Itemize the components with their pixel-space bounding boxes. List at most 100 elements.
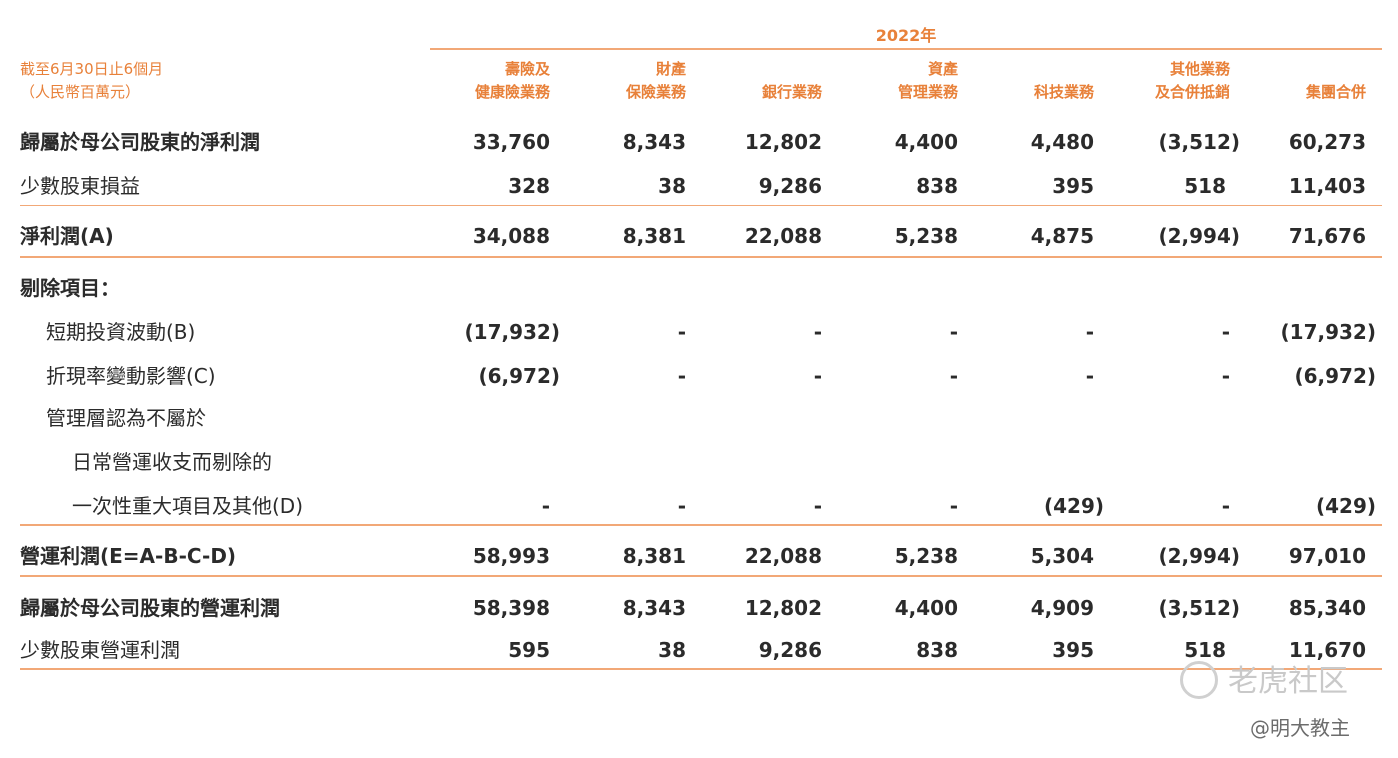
column-header-group-consolidated: 集團合併	[1305, 83, 1366, 101]
cell-value: -	[1221, 364, 1230, 388]
row-label: 歸屬於母公司股東的淨利潤	[20, 130, 260, 154]
period-caption: 截至6月30日止6個月 （人民幣百萬元）	[20, 58, 163, 104]
cell-value: (3,512)	[1158, 596, 1240, 620]
cell-value: 9,286	[758, 174, 822, 198]
cell-value: -	[949, 320, 958, 344]
cell-value: 8,343	[622, 130, 686, 154]
cell-value: 33,760	[472, 130, 550, 154]
cell-value: -	[677, 494, 686, 518]
column-header-property-insurance: 財產 保險業務	[625, 60, 686, 101]
cell-value: (3,512)	[1158, 130, 1240, 154]
row-label: 少數股東營運利潤	[20, 638, 180, 662]
column-header-banking: 銀行業務	[761, 83, 822, 101]
cell-value: 22,088	[744, 544, 822, 568]
cell-value: 58,398	[472, 596, 550, 620]
cell-value: (17,932)	[464, 320, 560, 344]
cell-value: -	[949, 494, 958, 518]
table-bottom-rule	[20, 668, 1382, 670]
cell-value: 22,088	[744, 224, 822, 248]
cell-value: 5,238	[894, 224, 958, 248]
cell-value: 838	[916, 174, 958, 198]
cell-value: 595	[508, 638, 550, 662]
year-header-rule	[430, 48, 1382, 50]
cell-value: -	[677, 364, 686, 388]
table-row: 少數股東損益 328 38 9,286 838 395 518 11,403	[0, 164, 1398, 208]
cell-value: (2,994)	[1158, 224, 1240, 248]
period-line-1: 截至6月30日止6個月	[20, 60, 164, 78]
cell-value: 4,909	[1030, 596, 1094, 620]
row-divider	[20, 256, 1382, 258]
cell-value: -	[813, 320, 822, 344]
row-label: 歸屬於母公司股東的營運利潤	[20, 596, 280, 620]
table-row: 一次性重大項目及其他(D) - - - - (429) - (429)	[0, 484, 1398, 528]
tiger-logo-icon	[1180, 660, 1218, 699]
cell-value: -	[1085, 320, 1094, 344]
cell-value: 4,400	[894, 596, 958, 620]
cell-value: (2,994)	[1158, 544, 1240, 568]
cell-value: 4,400	[894, 130, 958, 154]
row-label: 淨利潤(A)	[20, 224, 114, 248]
cell-value: -	[541, 494, 550, 518]
period-line-2: （人民幣百萬元）	[20, 83, 141, 101]
cell-value: 60,273	[1288, 130, 1366, 154]
cell-value: 518	[1184, 174, 1226, 198]
table-row: 短期投資波動(B) (17,932) - - - - - (17,932)	[0, 310, 1398, 354]
cell-value: 85,340	[1288, 596, 1366, 620]
table-row: 日常營運收支而剔除的	[0, 440, 1398, 484]
cell-value: -	[1221, 494, 1230, 518]
row-divider	[20, 575, 1382, 577]
cell-value: -	[813, 494, 822, 518]
cell-value: (17,932)	[1280, 320, 1376, 344]
row-label: 日常營運收支而剔除的	[72, 450, 272, 474]
row-divider	[20, 205, 1382, 206]
cell-value: 12,802	[744, 130, 822, 154]
cell-value: 5,304	[1030, 544, 1094, 568]
cell-value: 518	[1184, 638, 1226, 662]
cell-value: -	[813, 364, 822, 388]
row-label: 一次性重大項目及其他(D)	[72, 494, 304, 518]
cell-value: 97,010	[1288, 544, 1366, 568]
cell-value: 328	[508, 174, 550, 198]
table-row: 剔除項目：	[0, 266, 1398, 310]
table-row: 歸屬於母公司股東的淨利潤 33,760 8,343 12,802 4,400 4…	[0, 120, 1398, 164]
table-row: 少數股東營運利潤 595 38 9,286 838 395 518 11,670	[0, 628, 1398, 672]
row-label: 短期投資波動(B)	[46, 320, 196, 344]
cell-value: -	[1221, 320, 1230, 344]
cell-value: 395	[1052, 638, 1094, 662]
cell-value: 838	[916, 638, 958, 662]
cell-value: (429)	[1043, 494, 1104, 518]
cell-value: 11,403	[1288, 174, 1366, 198]
row-divider	[20, 524, 1382, 526]
row-label: 少數股東損益	[20, 174, 140, 198]
year-header: 2022年	[875, 26, 937, 45]
column-header-other-eliminations: 其他業務 及合併抵銷	[1154, 60, 1230, 101]
column-header-life-health: 壽險及 健康險業務	[474, 60, 550, 101]
cell-value: (429)	[1315, 494, 1376, 518]
cell-value: 395	[1052, 174, 1094, 198]
row-label: 剔除項目：	[20, 276, 120, 300]
row-label: 營運利潤(E=A-B-C-D)	[20, 544, 237, 568]
cell-value: 4,480	[1030, 130, 1094, 154]
cell-value: 5,238	[894, 544, 958, 568]
table-row: 管理層認為不屬於	[0, 396, 1398, 440]
row-label: 折現率變動影響(C)	[46, 364, 216, 388]
cell-value: 4,875	[1030, 224, 1094, 248]
cell-value: 11,670	[1288, 638, 1366, 662]
watermark-brand: 老虎社区	[1180, 656, 1348, 702]
column-header-technology: 科技業務	[1033, 83, 1094, 101]
cell-value: 58,993	[472, 544, 550, 568]
cell-value: -	[677, 320, 686, 344]
table-row: 淨利潤(A) 34,088 8,381 22,088 5,238 4,875 (…	[0, 214, 1398, 258]
cell-value: -	[949, 364, 958, 388]
cell-value: 34,088	[472, 224, 550, 248]
row-label: 管理層認為不屬於	[46, 406, 206, 430]
cell-value: 38	[658, 174, 686, 198]
cell-value: (6,972)	[1294, 364, 1376, 388]
cell-value: 9,286	[758, 638, 822, 662]
watermark-author: @明大教主	[1250, 716, 1350, 740]
cell-value: 71,676	[1288, 224, 1366, 248]
column-header-asset-management: 資產 管理業務	[897, 60, 958, 101]
table-row: 折現率變動影響(C) (6,972) - - - - - (6,972)	[0, 354, 1398, 398]
cell-value: 38	[658, 638, 686, 662]
cell-value: 8,381	[622, 544, 686, 568]
